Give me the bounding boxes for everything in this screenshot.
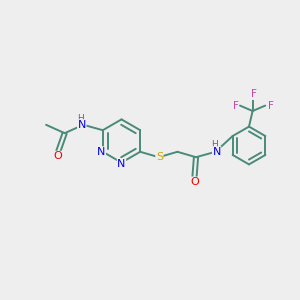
Text: H: H [77, 114, 84, 123]
Text: H: H [212, 140, 218, 149]
Text: F: F [268, 100, 274, 111]
Text: F: F [232, 100, 238, 111]
Text: O: O [190, 177, 199, 187]
Text: N: N [212, 147, 221, 157]
Text: O: O [53, 151, 62, 161]
Text: F: F [251, 89, 257, 100]
Text: S: S [156, 152, 163, 162]
Text: N: N [117, 159, 126, 169]
Text: N: N [97, 147, 106, 157]
Text: N: N [78, 120, 86, 130]
